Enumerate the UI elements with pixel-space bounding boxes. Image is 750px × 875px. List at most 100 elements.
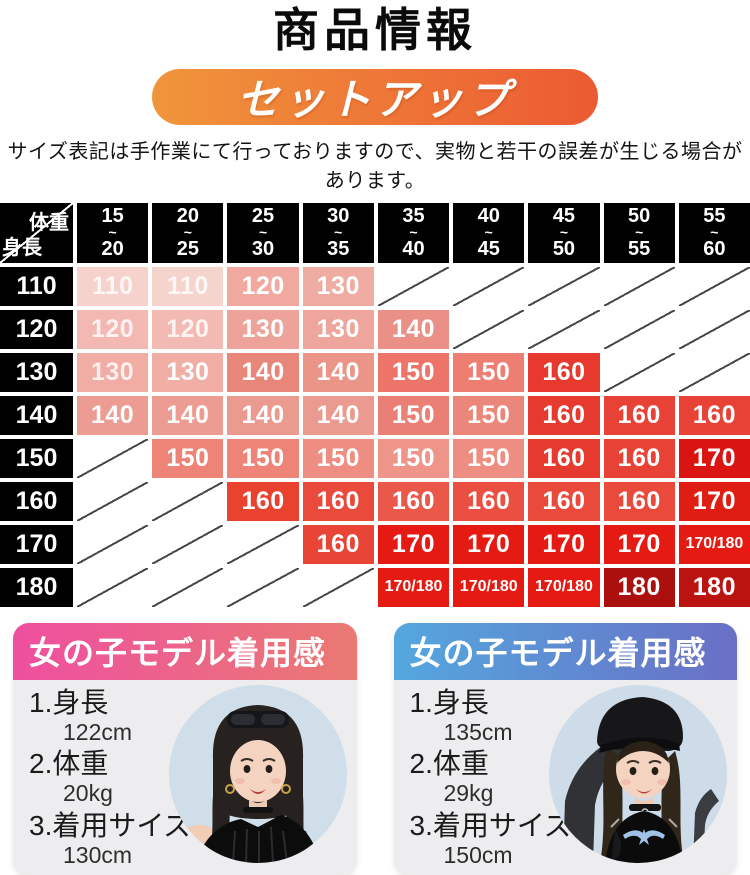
empty-size-cell <box>528 309 600 349</box>
empty-size-cell <box>528 266 600 306</box>
size-cell: 170 <box>453 524 525 564</box>
spec-value: 150cm <box>443 841 513 868</box>
empty-size-cell <box>678 266 750 306</box>
empty-size-cell <box>603 309 675 349</box>
weight-range-text: ~ <box>710 224 719 240</box>
empty-size-cell <box>453 266 525 306</box>
height-header-cell: 160 <box>0 481 73 521</box>
spec-label: 1.身長 <box>409 686 489 718</box>
empty-size-cell <box>152 524 224 564</box>
empty-size-cell <box>453 309 525 349</box>
weight-range-text: ~ <box>484 224 493 240</box>
weight-header-cell: 20 ~25 <box>152 202 224 263</box>
size-cell: 160 <box>302 524 374 564</box>
size-cell: 120 <box>227 266 299 306</box>
girl-cap-illustration <box>549 684 727 863</box>
size-cell: 160 <box>603 395 675 435</box>
empty-size-cell <box>603 266 675 306</box>
weight-range-text: ~ <box>334 224 343 240</box>
empty-size-cell <box>678 309 750 349</box>
size-cell: 110 <box>77 266 149 306</box>
weight-range-text: 60 <box>703 238 726 261</box>
size-cell: 160 <box>528 395 600 435</box>
weight-range-text: 35 <box>402 205 425 227</box>
height-header-cell: 110 <box>0 266 73 306</box>
size-cell: 150 <box>453 352 525 392</box>
size-cell: 160 <box>453 481 525 521</box>
weight-range-text: 25 <box>251 205 275 227</box>
size-cell: 130 <box>302 266 374 306</box>
model-card: 女の子モデル着用感 1.身長 122cm 2.体重 20kg 3.着用サイズ 130cm <box>13 622 357 875</box>
size-cell: 180 <box>603 567 675 607</box>
model-card-heading: 女の子モデル着用感 <box>409 635 707 672</box>
empty-size-cell <box>77 524 149 564</box>
size-cell: 150 <box>377 395 450 435</box>
size-cell: 160 <box>528 481 600 521</box>
size-cell: 160 <box>377 481 450 521</box>
weight-range-text: 55 <box>703 205 726 227</box>
weight-range-text: 50 <box>552 238 576 261</box>
weight-range-text: 15 <box>101 205 124 227</box>
size-cell: 130 <box>302 309 374 349</box>
weight-header-cell: 35 ~40 <box>377 202 450 263</box>
model-card-header: 女の子モデル着用感 <box>13 622 357 680</box>
height-header-cell: 180 <box>0 567 73 607</box>
spec-value: 130cm <box>63 841 133 868</box>
model-card-heading: 女の子モデル着用感 <box>29 635 327 672</box>
weight-range-text: 40 <box>477 205 500 227</box>
size-cell: 150 <box>453 395 525 435</box>
spec-value: 29kg <box>443 780 494 807</box>
weight-range-text: ~ <box>409 224 418 240</box>
weight-header-cell: 40 ~45 <box>453 202 525 263</box>
size-cell: 170/180 <box>377 567 450 607</box>
size-cell: 130 <box>77 352 149 392</box>
size-cell: 160 <box>302 481 374 521</box>
spec-label: 1.身長 <box>29 686 109 718</box>
product-info-page: 商品情報 セットアップ サイズ表記は手作業にて行っておりますので、実物と若干の誤… <box>0 5 750 875</box>
table-corner-cell: 体重 身長 <box>0 202 73 263</box>
size-cell: 150 <box>377 438 450 478</box>
size-cell: 160 <box>227 481 299 521</box>
size-cell: 130 <box>152 352 224 392</box>
height-header-cell: 150 <box>0 438 73 478</box>
size-cell: 160 <box>528 352 600 392</box>
weight-header-cell: 30 ~35 <box>302 202 374 263</box>
weight-range-text: ~ <box>108 224 117 240</box>
weight-range-text: 20 <box>176 205 199 227</box>
model-photo <box>168 684 347 863</box>
size-cell: 150 <box>302 438 374 478</box>
weight-range-text: ~ <box>258 224 268 240</box>
setup-banner-label: セットアップ <box>236 76 513 124</box>
weight-header-cell: 45 ~50 <box>528 202 600 263</box>
model-card: 女の子モデル着用感 1.身長 135cm 2.体重 29kg 3.着用サイズ 150cm <box>393 622 737 875</box>
height-header-cell: 140 <box>0 395 73 435</box>
size-cell: 140 <box>152 395 224 435</box>
size-cell: 170 <box>603 524 675 564</box>
size-cell: 120 <box>152 309 224 349</box>
weight-range-text: 45 <box>477 238 500 261</box>
model-photo <box>549 684 727 863</box>
weight-range-text: 20 <box>101 238 124 261</box>
empty-size-cell <box>77 481 149 521</box>
weight-range-text: 30 <box>251 238 275 261</box>
spec-value: 122cm <box>63 718 133 745</box>
spec-label: 2.体重 <box>409 748 489 780</box>
weight-header-cell: 15 ~20 <box>77 202 149 263</box>
girl-sunglasses-illustration <box>168 684 347 863</box>
weight-range-text: 50 <box>628 205 651 227</box>
size-cell: 180 <box>678 567 750 607</box>
size-cell: 140 <box>227 352 299 392</box>
model-specs: 1.身長 135cm 2.体重 29kg 3.着用サイズ 150cm <box>410 687 573 871</box>
size-cell: 150 <box>152 438 224 478</box>
weight-header-cell: 55 ~60 <box>678 202 750 263</box>
weight-range-text: 30 <box>327 205 350 227</box>
page-title: 商品情報 <box>273 5 477 56</box>
height-header-cell: 130 <box>0 352 73 392</box>
size-cell: 170 <box>678 438 750 478</box>
size-cell: 140 <box>77 395 149 435</box>
empty-size-cell <box>678 352 750 392</box>
model-specs: 1.身長 122cm 2.体重 20kg 3.着用サイズ 130cm <box>29 687 192 871</box>
height-header-cell: 120 <box>0 309 73 349</box>
spec-value: 135cm <box>443 718 513 745</box>
corner-height-label: 身長 <box>2 236 42 259</box>
